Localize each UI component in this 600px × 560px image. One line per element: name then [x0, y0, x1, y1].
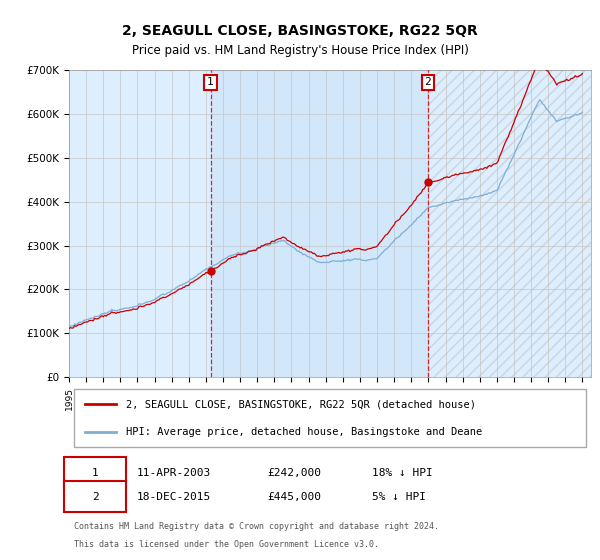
FancyBboxPatch shape: [74, 389, 586, 447]
Text: 2, SEAGULL CLOSE, BASINGSTOKE, RG22 5QR (detached house): 2, SEAGULL CLOSE, BASINGSTOKE, RG22 5QR …: [127, 399, 476, 409]
Text: 2: 2: [92, 492, 98, 502]
Text: £242,000: £242,000: [268, 468, 322, 478]
Text: 2, SEAGULL CLOSE, BASINGSTOKE, RG22 5QR: 2, SEAGULL CLOSE, BASINGSTOKE, RG22 5QR: [122, 24, 478, 38]
Text: 18-DEC-2015: 18-DEC-2015: [137, 492, 211, 502]
Text: Contains HM Land Registry data © Crown copyright and database right 2024.: Contains HM Land Registry data © Crown c…: [74, 522, 439, 531]
Text: 5% ↓ HPI: 5% ↓ HPI: [372, 492, 426, 502]
Text: HPI: Average price, detached house, Basingstoke and Deane: HPI: Average price, detached house, Basi…: [127, 427, 482, 437]
FancyBboxPatch shape: [64, 482, 127, 512]
FancyBboxPatch shape: [64, 458, 127, 488]
Text: £445,000: £445,000: [268, 492, 322, 502]
Bar: [428, 70, 591, 377]
Text: Price paid vs. HM Land Registry's House Price Index (HPI): Price paid vs. HM Land Registry's House …: [131, 44, 469, 57]
Text: This data is licensed under the Open Government Licence v3.0.: This data is licensed under the Open Gov…: [74, 540, 379, 549]
Text: 2: 2: [424, 77, 431, 87]
Text: 11-APR-2003: 11-APR-2003: [137, 468, 211, 478]
Text: 1: 1: [207, 77, 214, 87]
Text: 18% ↓ HPI: 18% ↓ HPI: [372, 468, 433, 478]
Text: 1: 1: [92, 468, 98, 478]
Bar: [428, 70, 591, 377]
Bar: [211, 70, 428, 377]
